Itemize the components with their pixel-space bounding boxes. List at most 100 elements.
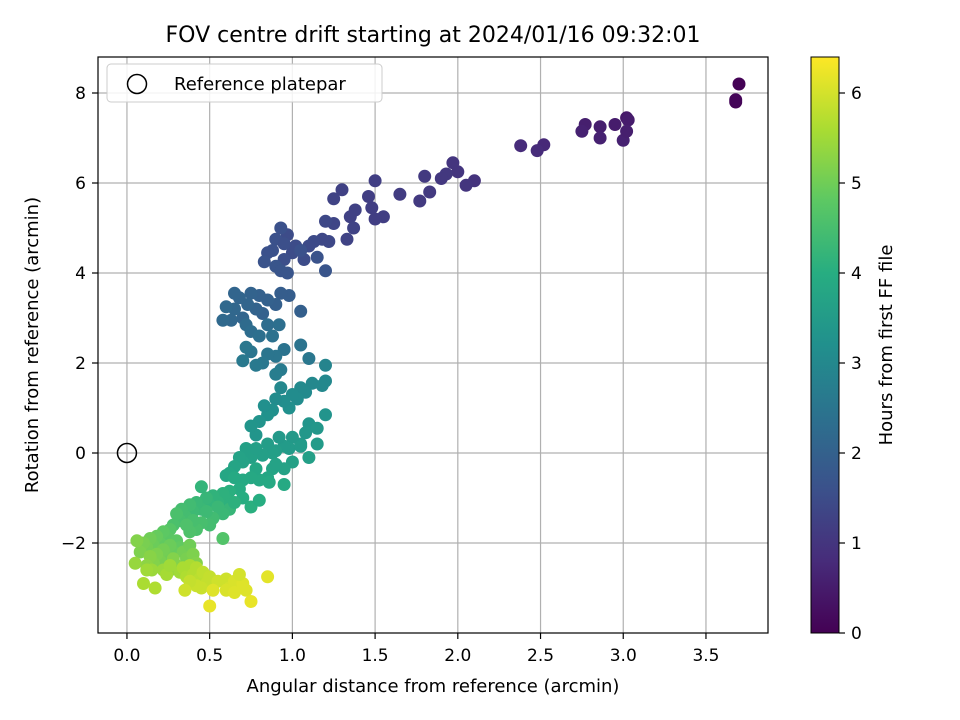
data-point [593,131,607,145]
x-tick-label: 1.0 [279,646,306,666]
data-point [575,124,589,138]
data-point [249,358,263,372]
colorbar-tick-label: 2 [851,444,862,464]
colorbar-tick-label: 5 [851,174,862,194]
data-point [327,192,341,206]
data-point [228,586,241,599]
data-point [418,169,432,183]
data-point [239,583,253,597]
data-point [319,264,332,278]
data-point [446,156,460,170]
data-point [294,338,308,352]
data-point [274,381,288,395]
data-point [199,505,213,518]
axes-frame [97,56,769,634]
colorbar-tick-label: 1 [851,534,862,554]
x-tick-label: 0.0 [113,646,140,666]
data-point [228,471,241,485]
colorbar-tick-label: 6 [851,84,862,104]
data-point [514,139,528,153]
data-point [261,318,275,332]
data-point [236,354,250,368]
data-point [343,210,357,224]
data-point [434,172,448,185]
colorbar-ticks: 0 1 2 3 4 5 6 [839,84,862,644]
data-point [219,300,233,314]
y-axis-ticks: −2 0 2 4 6 8 [61,84,98,554]
data-point [170,507,184,521]
chart-title: FOV centre drift starting at 2024/01/16 … [166,23,701,48]
data-point [130,534,144,548]
y-tick-label: 0 [75,444,86,464]
data-point [148,581,162,595]
data-point [216,313,230,327]
y-tick-label: 6 [75,174,86,194]
colorbar: 0 1 2 3 4 5 6 Hours from first FF file [810,56,897,644]
data-point [272,430,286,444]
x-tick-label: 2.5 [527,646,554,666]
data-point [262,475,276,489]
x-tick-label: 1.5 [362,646,389,666]
data-point [285,430,299,444]
legend-box [106,63,383,103]
data-point [621,113,635,127]
data-point [257,255,271,269]
colorbar-tick-label: 4 [851,264,862,284]
data-point [261,437,275,451]
x-tick-label: 3.5 [692,646,719,666]
data-point [244,286,258,300]
y-tick-label: 2 [75,354,86,374]
data-point [732,77,746,91]
y-tick-label: 8 [75,84,86,104]
data-point [228,496,241,509]
data-point [203,599,217,613]
data-point [302,451,316,464]
data-point [620,124,634,138]
data-point [305,376,319,390]
grid-lines [98,57,768,633]
data-point [261,570,275,584]
data-point [280,266,294,280]
data-point [299,426,313,440]
data-point [239,442,253,455]
data-point [269,457,283,471]
data-point [137,577,150,590]
data-point [310,250,324,264]
scatter-points [128,77,746,613]
y-tick-label: −2 [61,534,86,554]
data-point [368,212,382,226]
data-point [729,93,743,107]
data-point [294,439,308,453]
data-point [206,583,220,597]
data-point [274,286,288,300]
data-point [199,491,213,505]
x-axis-label: Angular distance from reference (arcmin) [247,676,620,697]
colorbar-gradient [810,56,840,634]
data-point [315,379,329,392]
data-point [272,318,286,332]
data-point [228,286,241,300]
data-point [413,194,427,208]
data-point [368,174,382,188]
x-axis-ticks: 0.0 0.5 1.0 1.5 2.0 2.5 3.0 3.5 [113,633,719,666]
data-point [140,563,154,577]
data-point [423,185,437,199]
data-point [608,118,622,131]
data-point [194,480,208,494]
data-point [310,421,324,435]
data-point [340,232,354,246]
data-point [269,392,283,406]
data-point [347,221,361,235]
colorbar-tick-label: 0 [851,624,862,644]
data-point [232,568,246,581]
data-point [302,352,316,365]
legend-marker-reference [126,73,148,95]
x-tick-label: 0.5 [196,646,223,666]
data-point [252,329,266,343]
data-point [393,187,407,201]
data-point [211,500,225,514]
colorbar-tick-label: 3 [851,354,862,374]
data-point [362,190,375,203]
data-point [335,183,349,197]
data-point [266,329,279,343]
